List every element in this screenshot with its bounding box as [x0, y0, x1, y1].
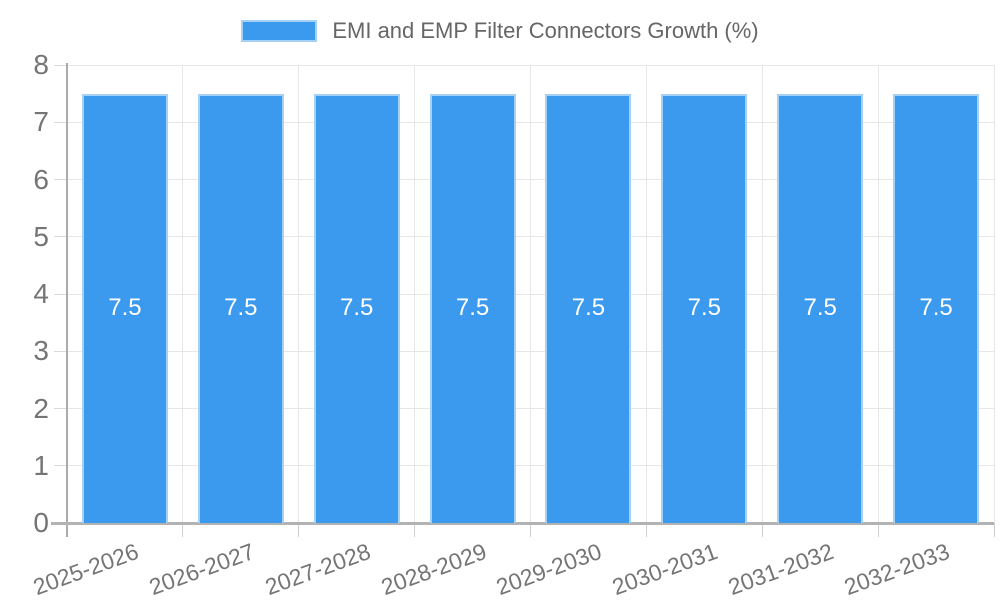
x-gridline [182, 65, 184, 523]
x-gridline [645, 65, 647, 523]
x-axis-tick-label: 2031-2032 [724, 538, 838, 600]
bar[interactable] [893, 93, 980, 523]
y-tick-mark [54, 408, 67, 409]
x-gridline [877, 65, 879, 523]
legend-color-swatch [241, 20, 318, 42]
chart-legend: EMI and EMP Filter Connectors Growth (%) [0, 16, 1000, 46]
x-axis-line [51, 522, 994, 525]
bar-value-label: 7.5 [224, 294, 258, 322]
bar[interactable] [777, 93, 864, 523]
bar-value-label: 7.5 [687, 294, 721, 322]
x-axis-tick-label: 2026-2027 [145, 538, 258, 600]
y-axis-line [66, 63, 68, 537]
x-gridline [414, 65, 416, 523]
x-tick-mark [645, 523, 647, 537]
y-axis-tick-label: 2 [33, 392, 49, 424]
y-axis-tick-label: 7 [33, 106, 49, 138]
bar[interactable] [545, 93, 632, 523]
y-tick-mark [54, 236, 67, 238]
bar[interactable] [661, 93, 748, 523]
bar-value-label: 7.5 [919, 294, 953, 322]
y-tick-mark [54, 293, 67, 295]
bar[interactable] [429, 93, 516, 523]
y-axis-tick-label: 8 [33, 49, 49, 80]
bar[interactable] [197, 93, 284, 523]
y-axis-tick-label: 1 [33, 449, 49, 481]
y-axis-tick-label: 4 [33, 278, 49, 309]
legend-item[interactable]: EMI and EMP Filter Connectors Growth (%) [241, 16, 759, 46]
x-axis-tick-label: 2027-2028 [261, 538, 374, 600]
x-tick-mark [298, 523, 300, 537]
x-gridline [993, 65, 995, 523]
bar[interactable] [81, 93, 168, 523]
y-tick-mark [54, 350, 67, 352]
y-axis-tick-label: 6 [33, 163, 49, 195]
x-tick-mark [414, 523, 416, 537]
x-axis-tick-label: 2025-2026 [29, 538, 142, 600]
x-gridline [298, 65, 300, 523]
y-tick-mark [54, 179, 67, 180]
bar-value-label: 7.5 [108, 294, 142, 322]
x-axis-tick-label: 2030-2031 [608, 538, 722, 600]
x-tick-mark [993, 523, 995, 537]
x-axis-tick-label: 2032-2033 [840, 538, 953, 600]
y-axis-tick-label: 0 [33, 507, 49, 538]
y-tick-mark [54, 465, 67, 467]
bar[interactable] [313, 93, 400, 523]
x-tick-mark [182, 523, 184, 537]
y-axis-tick-label: 3 [33, 335, 49, 367]
x-tick-mark [761, 523, 763, 537]
x-axis-tick-label: 2029-2030 [493, 538, 606, 600]
y-tick-mark [54, 121, 67, 123]
bar-value-label: 7.5 [455, 294, 490, 322]
x-tick-mark [877, 523, 879, 537]
y-axis-tick-label: 5 [33, 220, 49, 252]
bar-value-label: 7.5 [340, 294, 374, 322]
bar-value-label: 7.5 [803, 294, 837, 322]
legend-series-label: EMI and EMP Filter Connectors Growth (%) [332, 18, 759, 43]
y-tick-mark [54, 64, 67, 66]
x-tick-mark [530, 523, 531, 537]
x-gridline [530, 65, 531, 523]
x-axis-tick-label: 2028-2029 [377, 538, 490, 600]
bar-value-label: 7.5 [571, 294, 606, 322]
x-gridline [761, 65, 763, 523]
